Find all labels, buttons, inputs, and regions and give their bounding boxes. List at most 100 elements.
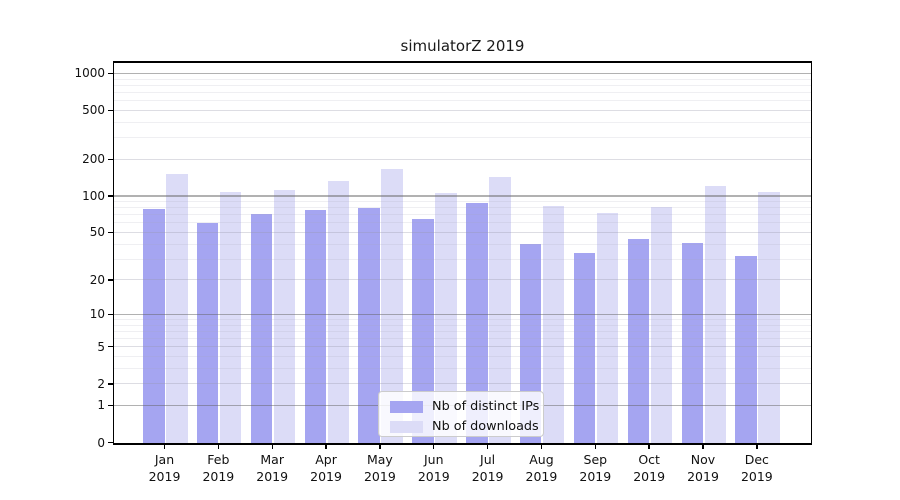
x-tick-label-2: Mar 2019 bbox=[256, 452, 289, 484]
legend-item-downloads: Nb of downloads bbox=[390, 418, 543, 435]
x-tick-label-11: Dec 2019 bbox=[740, 452, 773, 484]
bar-downloads-jan bbox=[166, 174, 188, 444]
bar-distinct-ips-may bbox=[358, 207, 380, 444]
gridline-y-10 bbox=[114, 313, 811, 316]
x-tick-label-0: Jan 2019 bbox=[148, 452, 181, 484]
legend-label-distinct-ips: Nb of distinct IPs bbox=[432, 399, 540, 414]
gridline-y-5 bbox=[114, 346, 811, 348]
minor-gridline-y-300 bbox=[114, 137, 811, 139]
bar-downloads-feb bbox=[219, 191, 242, 444]
bar-distinct-ips-mar bbox=[250, 214, 273, 444]
y-tick-mark-1 bbox=[107, 404, 113, 407]
gridline-y-500 bbox=[114, 109, 811, 111]
gridline-y-200 bbox=[114, 158, 811, 160]
bar-distinct-ips-jan bbox=[143, 209, 165, 444]
minor-gridline-y-600 bbox=[114, 100, 811, 102]
bar-downloads-may bbox=[381, 169, 403, 444]
legend-swatch-distinct-ips bbox=[390, 400, 423, 413]
bar-downloads-jul bbox=[489, 176, 511, 444]
x-tick-mark-4 bbox=[379, 444, 381, 450]
gridline-y-50 bbox=[114, 231, 811, 233]
x-axis-spine bbox=[112, 443, 813, 445]
minor-gridline-y-8 bbox=[114, 324, 811, 326]
bar-downloads-aug bbox=[542, 206, 565, 444]
x-tick-label-8: Sep 2019 bbox=[579, 452, 612, 484]
minor-gridline-y-3 bbox=[114, 367, 811, 369]
minor-gridline-y-80 bbox=[114, 207, 811, 209]
bar-downloads-apr bbox=[327, 180, 350, 444]
minor-gridline-y-7 bbox=[114, 330, 811, 332]
y-tick-label-500: 500 bbox=[82, 103, 105, 118]
y-tick-label-5: 5 bbox=[97, 339, 105, 354]
x-tick-mark-11 bbox=[756, 444, 758, 450]
bar-distinct-ips-sep bbox=[573, 252, 596, 444]
minor-gridline-y-90 bbox=[114, 201, 811, 203]
minor-gridline-y-9 bbox=[114, 319, 811, 320]
x-tick-label-1: Feb 2019 bbox=[202, 452, 235, 484]
x-tick-mark-2 bbox=[271, 444, 273, 450]
x-tick-mark-0 bbox=[163, 444, 166, 450]
bar-downloads-oct bbox=[650, 207, 673, 444]
x-tick-mark-1 bbox=[217, 444, 220, 450]
y-axis-spine bbox=[112, 61, 114, 445]
gridline-y-1000 bbox=[114, 72, 811, 75]
x-tick-label-4: May 2019 bbox=[363, 452, 396, 484]
y-tick-label-0: 0 bbox=[97, 435, 105, 450]
y-tick-label-200: 200 bbox=[82, 152, 105, 167]
x-tick-mark-6 bbox=[486, 444, 489, 450]
y-tick-mark-500 bbox=[107, 109, 113, 112]
minor-gridline-y-900 bbox=[114, 78, 811, 80]
x-tick-mark-9 bbox=[648, 444, 650, 450]
x-tick-mark-10 bbox=[702, 444, 704, 450]
bar-distinct-ips-jul bbox=[466, 203, 488, 444]
y-tick-mark-10 bbox=[107, 313, 113, 316]
x-tick-label-10: Nov 2019 bbox=[687, 452, 719, 484]
right-spine bbox=[810, 61, 813, 445]
x-tick-label-6: Jul 2019 bbox=[471, 452, 504, 484]
y-tick-label-50: 50 bbox=[89, 225, 105, 240]
gridline-y-20 bbox=[114, 279, 811, 281]
y-tick-mark-1000 bbox=[107, 72, 113, 75]
minor-gridline-y-30 bbox=[114, 258, 811, 260]
bar-distinct-ips-feb bbox=[196, 222, 219, 444]
x-tick-mark-7 bbox=[540, 444, 543, 450]
y-tick-label-100: 100 bbox=[82, 188, 105, 203]
bar-distinct-ips-jun bbox=[412, 218, 434, 444]
legend-swatch-downloads bbox=[390, 420, 423, 433]
x-tick-label-9: Oct 2019 bbox=[633, 452, 666, 484]
x-tick-mark-3 bbox=[325, 444, 327, 450]
y-tick-mark-20 bbox=[107, 279, 113, 281]
x-tick-mark-8 bbox=[594, 444, 596, 450]
x-tick-mark-5 bbox=[433, 444, 435, 450]
x-tick-label-7: Aug 2019 bbox=[525, 452, 558, 484]
gridline-y-100 bbox=[114, 195, 811, 197]
bar-downloads-mar bbox=[273, 189, 296, 444]
y-tick-mark-100 bbox=[107, 195, 113, 197]
y-tick-mark-2 bbox=[107, 383, 113, 385]
chart-title: simulatorZ 2019 bbox=[400, 37, 525, 55]
x-tick-label-5: Jun 2019 bbox=[417, 452, 450, 484]
bar-distinct-ips-apr bbox=[304, 209, 327, 444]
minor-gridline-y-70 bbox=[114, 214, 811, 216]
y-tick-mark-0 bbox=[107, 441, 113, 444]
y-tick-label-20: 20 bbox=[89, 272, 105, 287]
bar-downloads-dec bbox=[758, 191, 780, 444]
bar-distinct-ips-dec bbox=[735, 255, 757, 444]
y-tick-label-2: 2 bbox=[97, 376, 105, 391]
minor-gridline-y-60 bbox=[114, 222, 811, 224]
minor-gridline-y-800 bbox=[114, 84, 811, 86]
y-tick-mark-200 bbox=[107, 158, 113, 160]
bar-distinct-ips-nov bbox=[681, 242, 703, 444]
minor-gridline-y-400 bbox=[114, 121, 811, 123]
legend-label-downloads: Nb of downloads bbox=[432, 419, 539, 434]
y-tick-label-1000: 1000 bbox=[74, 66, 105, 81]
top-spine bbox=[112, 61, 813, 63]
y-tick-mark-50 bbox=[107, 231, 113, 234]
y-tick-label-10: 10 bbox=[89, 307, 105, 322]
legend-item-distinct-ips: Nb of distinct IPs bbox=[390, 398, 543, 415]
x-tick-label-3: Apr 2019 bbox=[310, 452, 342, 484]
bar-downloads-sep bbox=[596, 212, 619, 444]
y-tick-label-1: 1 bbox=[97, 398, 105, 413]
